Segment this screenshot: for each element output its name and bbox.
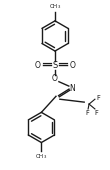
Text: O: O <box>52 74 58 83</box>
Text: O: O <box>35 61 40 70</box>
Text: CH$_3$: CH$_3$ <box>49 2 61 11</box>
Text: O: O <box>70 61 75 70</box>
Text: F: F <box>97 95 101 101</box>
Text: CH$_3$: CH$_3$ <box>35 152 47 161</box>
Text: F: F <box>85 110 89 116</box>
Text: N: N <box>70 84 75 93</box>
Text: F: F <box>94 110 98 116</box>
Text: S: S <box>52 61 58 70</box>
